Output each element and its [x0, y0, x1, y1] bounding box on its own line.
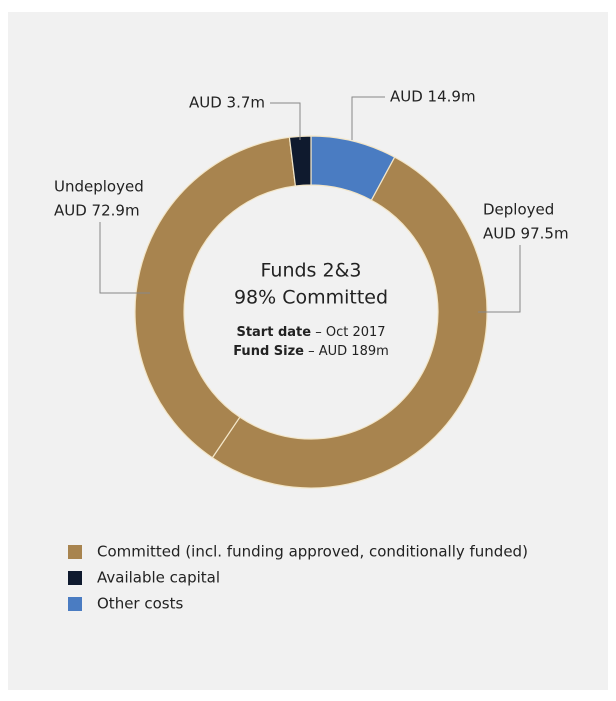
leader-line — [270, 102, 301, 140]
legend-label: Committed (incl. funding approved, condi… — [97, 543, 528, 561]
leader-line — [478, 245, 521, 313]
slice-value-label: AUD 72.9m — [54, 202, 140, 220]
center-detail: Start date – Oct 2017 — [236, 325, 385, 340]
center-subtitle: 98% Committed — [234, 287, 388, 309]
legend-label: Available capital — [97, 569, 220, 587]
legend: Committed (incl. funding approved, condi… — [68, 543, 528, 613]
donut-slice — [211, 156, 488, 489]
legend-swatch — [68, 571, 82, 585]
detail-label: Fund Size — [233, 344, 304, 359]
donut — [134, 135, 488, 489]
slice-label: Deployed — [483, 201, 554, 219]
detail-label: Start date — [236, 325, 311, 340]
legend-label: Other costs — [97, 595, 183, 613]
center-title: Funds 2&3 — [261, 260, 362, 282]
leader-line — [99, 222, 150, 294]
slice-value-label: AUD 14.9m — [390, 88, 476, 106]
slice-label: Undeployed — [54, 178, 144, 196]
center-detail: Fund Size – AUD 189m — [233, 344, 389, 359]
slice-value-label: AUD 3.7m — [189, 94, 265, 112]
legend-swatch — [68, 545, 82, 559]
panel — [8, 12, 608, 690]
donut-slice — [288, 135, 312, 187]
donut-slice — [134, 136, 297, 459]
leader-line — [351, 96, 385, 140]
detail-text: – Oct 2017 — [311, 325, 385, 340]
legend-swatch — [68, 597, 82, 611]
detail-text: – AUD 189m — [304, 344, 389, 359]
slice-value-label: AUD 97.5m — [483, 225, 569, 243]
